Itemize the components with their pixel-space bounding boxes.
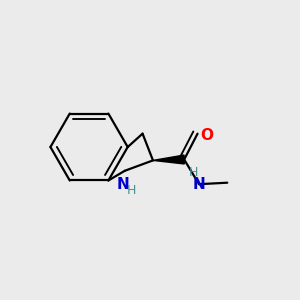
Text: N: N xyxy=(193,177,206,192)
Text: O: O xyxy=(200,128,213,142)
Text: N: N xyxy=(117,177,130,192)
Text: H: H xyxy=(189,166,198,179)
Polygon shape xyxy=(153,155,184,164)
Text: H: H xyxy=(127,184,136,196)
